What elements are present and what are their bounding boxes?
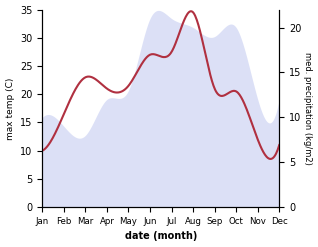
Y-axis label: max temp (C): max temp (C) (5, 77, 15, 140)
Y-axis label: med. precipitation (kg/m2): med. precipitation (kg/m2) (303, 52, 313, 165)
X-axis label: date (month): date (month) (125, 231, 197, 242)
